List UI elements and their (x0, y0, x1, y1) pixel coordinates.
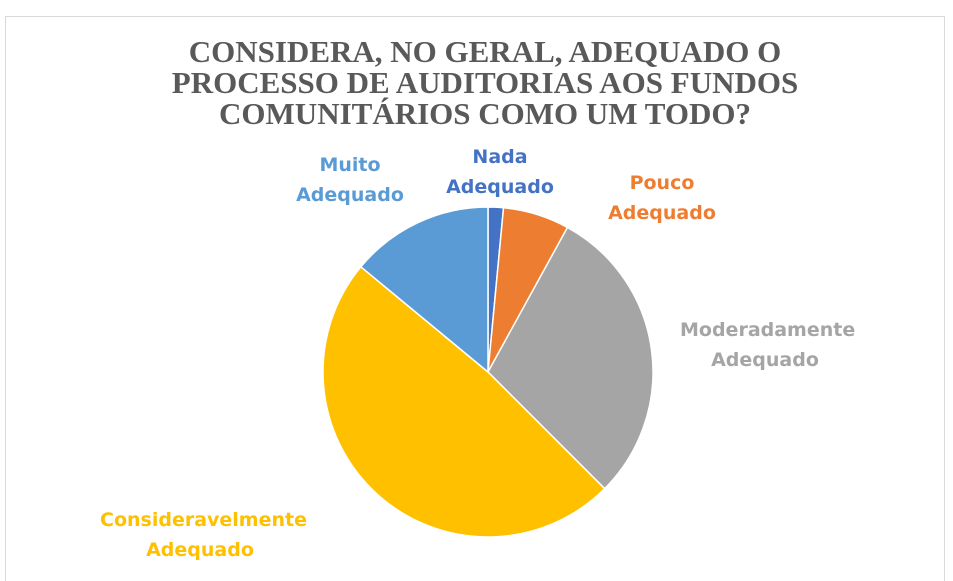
chart-title: CONSIDERA, NO GERAL, ADEQUADO O PROCESSO… (171, 34, 799, 131)
chart-frame (5, 16, 945, 581)
slice-label: Pouco Adequado (608, 172, 716, 224)
slice-label: Nada Adequado (446, 146, 554, 198)
pie-slice (359, 206, 489, 374)
slice-label: Moderadamente Adequado (680, 319, 856, 371)
pie-slice (487, 226, 654, 490)
slice-label: Muito Adequado (296, 154, 404, 206)
pie-slice (322, 265, 606, 538)
slice-label: Consideravelmente Adequado (100, 509, 307, 561)
